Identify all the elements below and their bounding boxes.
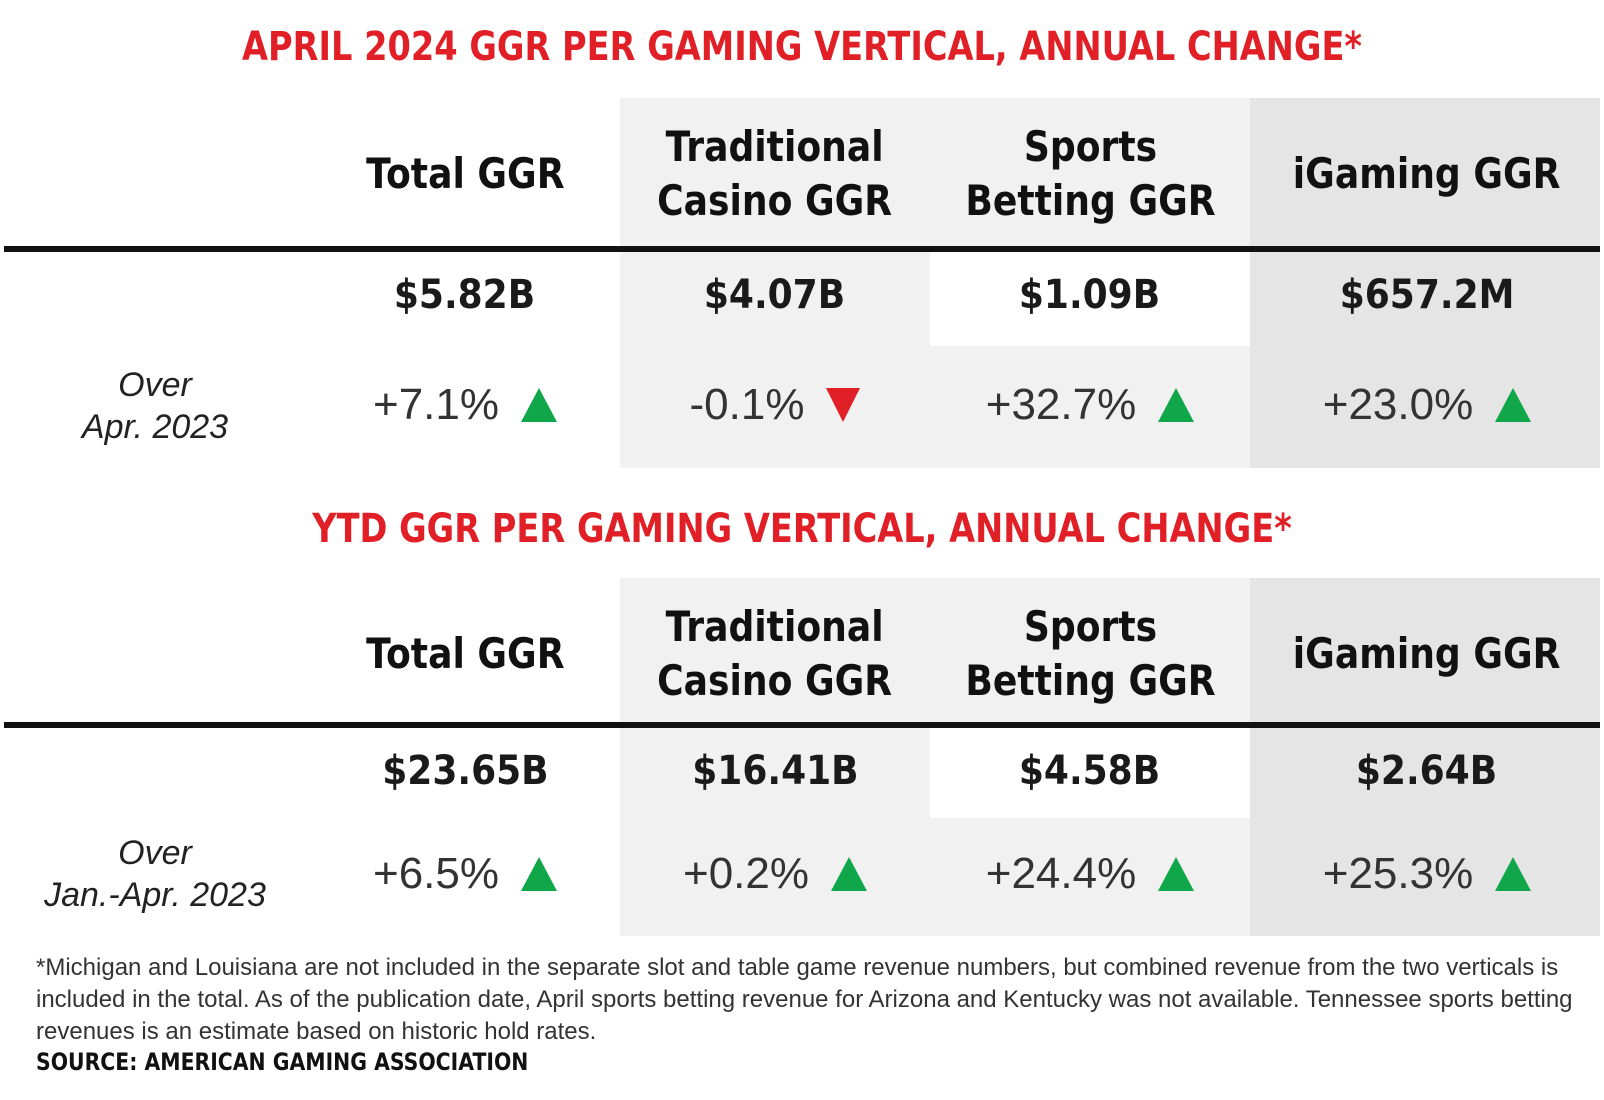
value-text: $5.82B <box>394 272 536 318</box>
change-cell: -0.1% <box>620 375 930 435</box>
header-rule <box>4 722 1600 728</box>
value-cell: $1.09B <box>930 272 1250 318</box>
column-band-igaming <box>1250 98 1600 468</box>
column-band-sports-change <box>930 818 1250 936</box>
down-arrow-icon <box>826 388 861 422</box>
column-header-text: Total GGR <box>366 147 564 201</box>
column-band-igaming <box>1250 578 1600 936</box>
value-cell: $2.64B <box>1250 748 1604 794</box>
up-arrow-icon <box>1158 388 1195 422</box>
value-text: $4.58B <box>1019 748 1161 794</box>
column-band-sports-header <box>930 578 1250 722</box>
value-cell: $16.41B <box>620 748 930 794</box>
change-text: +23.0% <box>1322 380 1474 429</box>
column-header-text: Sports Betting GGR <box>965 120 1215 228</box>
value-text: $4.07B <box>704 272 846 318</box>
column-header-text: iGaming GGR <box>1293 627 1561 681</box>
row-label-line1: Over <box>118 366 192 404</box>
up-arrow-icon <box>1158 857 1195 891</box>
change-cell: +24.4% <box>930 844 1250 904</box>
header-rule <box>4 246 1600 252</box>
column-header-line1: Sports <box>1023 122 1157 171</box>
column-band-sports-value <box>930 728 1250 818</box>
change-text: -0.1% <box>689 380 805 429</box>
source-credit: SOURCE: AMERICAN GAMING ASSOCIATION <box>36 1048 529 1076</box>
column-header-line2: Casino GGR <box>657 176 893 225</box>
change-cell: +0.2% <box>620 844 930 904</box>
change-text: +25.3% <box>1322 849 1474 898</box>
value-cell: $4.58B <box>930 748 1250 794</box>
row-label-line2: Jan.-Apr. 2023 <box>44 876 266 914</box>
column-header: iGaming GGR <box>1250 598 1604 710</box>
column-header-text: Traditional Casino GGR <box>658 120 893 228</box>
change-text: +7.1% <box>373 380 499 429</box>
column-header: Total GGR <box>310 118 620 230</box>
column-header-text: Traditional Casino GGR <box>658 600 893 708</box>
table-title: APRIL 2024 GGR PER GAMING VERTICAL, ANNU… <box>241 24 1363 70</box>
row-label-line1: Over <box>118 834 192 872</box>
value-cell: $4.07B <box>620 272 930 318</box>
up-arrow-icon <box>520 388 557 422</box>
column-header-line1: iGaming GGR <box>1293 149 1561 198</box>
row-label: Over Apr. 2023 <box>0 364 310 448</box>
column-header-line1: Total GGR <box>365 149 565 198</box>
change-cell: +25.3% <box>1250 844 1604 904</box>
column-header-line1: iGaming GGR <box>1293 629 1561 678</box>
change-text: +24.4% <box>985 849 1137 898</box>
value-cell: $657.2M <box>1250 272 1604 318</box>
column-band-traditional <box>620 578 930 936</box>
column-header-line1: Traditional <box>665 602 885 651</box>
row-label: Over Jan.-Apr. 2023 <box>0 832 310 916</box>
column-header-line1: Traditional <box>665 122 885 171</box>
column-header-line2: Casino GGR <box>657 656 893 705</box>
up-arrow-icon <box>1495 857 1532 891</box>
column-header-line2: Betting GGR <box>964 176 1216 225</box>
column-header: Sports Betting GGR <box>930 118 1250 230</box>
column-header: iGaming GGR <box>1250 118 1604 230</box>
change-cell: +23.0% <box>1250 375 1604 435</box>
up-arrow-icon <box>830 857 867 891</box>
change-cell: +32.7% <box>930 375 1250 435</box>
up-arrow-icon <box>520 857 557 891</box>
change-cell: +6.5% <box>310 844 620 904</box>
change-text: +0.2% <box>683 849 809 898</box>
change-cell: +7.1% <box>310 375 620 435</box>
column-band-traditional <box>620 98 930 468</box>
column-band-sports-header <box>930 98 1250 246</box>
row-label-line2: Apr. 2023 <box>81 408 229 446</box>
column-header: Traditional Casino GGR <box>620 598 930 710</box>
value-text: $23.65B <box>381 748 549 794</box>
column-header-line1: Total GGR <box>365 629 565 678</box>
value-text: $16.41B <box>691 748 859 794</box>
column-header-text: Sports Betting GGR <box>965 600 1215 708</box>
footnote: *Michigan and Louisiana are not included… <box>36 954 1573 1045</box>
column-header: Total GGR <box>310 598 620 710</box>
table-title: YTD GGR PER GAMING VERTICAL, ANNUAL CHAN… <box>312 506 1292 552</box>
column-band-sports-value <box>930 252 1250 346</box>
change-text: +6.5% <box>373 849 499 898</box>
column-header-text: iGaming GGR <box>1293 147 1561 201</box>
change-text: +32.7% <box>985 380 1137 429</box>
value-text: $2.64B <box>1356 748 1498 794</box>
column-header-line1: Sports <box>1023 602 1157 651</box>
value-text: $1.09B <box>1019 272 1161 318</box>
value-cell: $23.65B <box>310 748 620 794</box>
column-band-sports-change <box>930 346 1250 468</box>
column-header: Traditional Casino GGR <box>620 118 930 230</box>
column-header-line2: Betting GGR <box>964 656 1216 705</box>
value-text: $657.2M <box>1339 272 1515 318</box>
up-arrow-icon <box>1495 388 1532 422</box>
column-header: Sports Betting GGR <box>930 598 1250 710</box>
value-cell: $5.82B <box>310 272 620 318</box>
column-header-text: Total GGR <box>366 627 564 681</box>
